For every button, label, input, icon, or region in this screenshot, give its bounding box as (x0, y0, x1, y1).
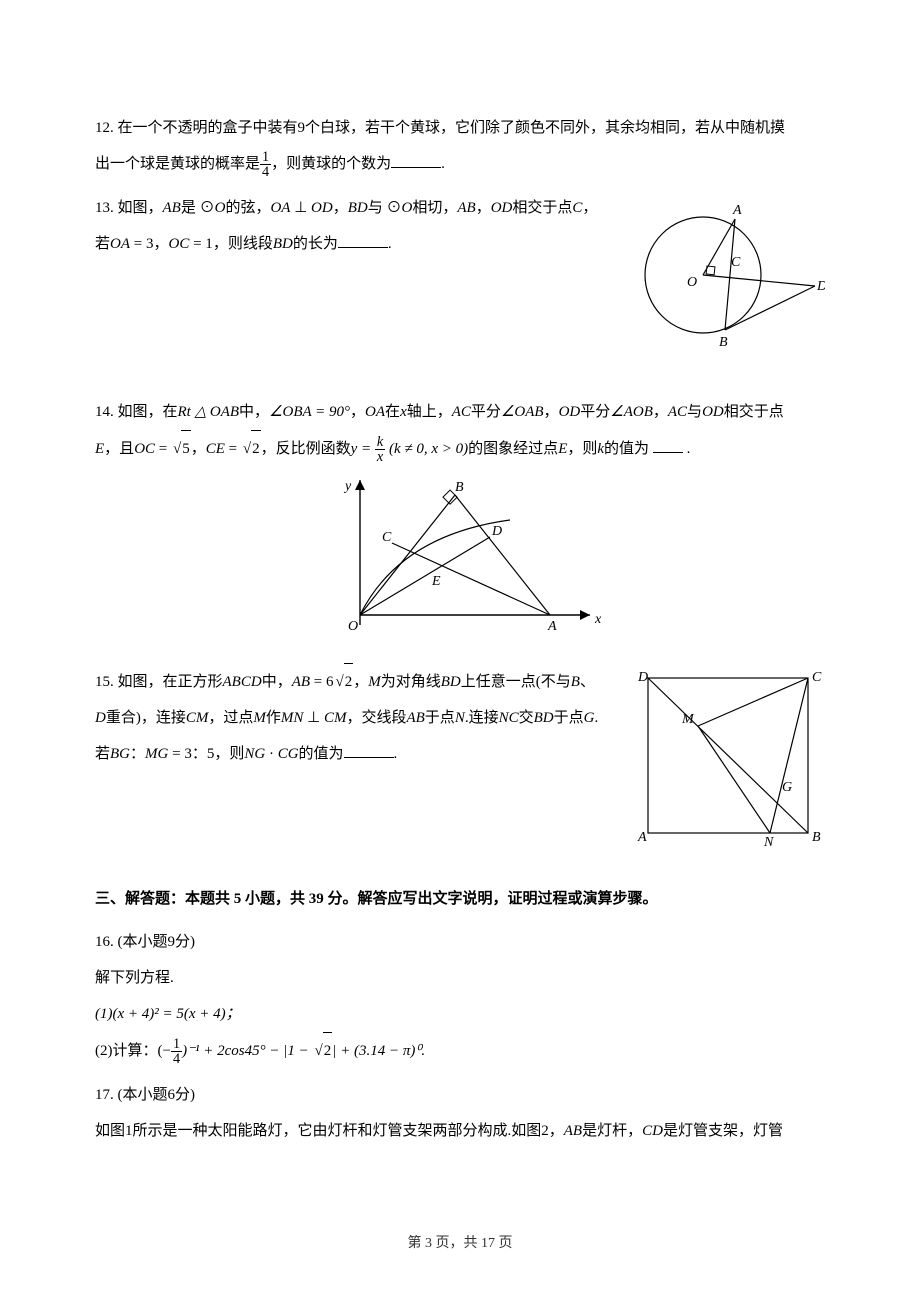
q13-blank (338, 233, 388, 248)
svg-text:E: E (431, 574, 441, 589)
q15-blank (344, 743, 394, 758)
svg-text:N: N (763, 835, 774, 848)
question-15: 15. 如图，在正方形ABCD中，AB = 62，M为对角线BD上任意一点(不与… (95, 663, 825, 862)
label-C: C (731, 255, 741, 270)
q14-blank (653, 438, 683, 453)
question-13: 13. 如图，AB是 ⊙O的弦，OA ⊥ OD，BD与 ⊙O相切，AB，OD相交… (95, 190, 825, 374)
q15-num: 15. (95, 674, 114, 690)
q13-num: 13. (95, 200, 114, 216)
label-O: O (687, 275, 697, 290)
q12-num: 12. (95, 120, 114, 136)
sqrt2: 2 (241, 430, 261, 467)
q14-num: 14. (95, 404, 114, 420)
svg-text:G: G (782, 780, 792, 795)
svg-text:A: A (637, 830, 647, 845)
svg-text:D: D (491, 524, 502, 539)
q15-text: 15. 如图，在正方形ABCD中，AB = 62，M为对角线BD上任意一点(不与… (95, 663, 620, 772)
svg-text:B: B (455, 480, 464, 495)
svg-text:x: x (594, 612, 602, 627)
svg-text:B: B (812, 830, 821, 845)
question-16: 16. (本小题9分) 解下列方程. (1)(x + 4)² = 5(x + 4… (95, 924, 825, 1069)
svg-text:M: M (681, 712, 695, 727)
svg-text:C: C (812, 670, 822, 685)
svg-text:C: C (382, 530, 392, 545)
q16-num: 16. (95, 934, 114, 950)
q12-l2b: ，则黄球的个数为 (271, 156, 391, 172)
q12-frac: 14 (260, 150, 271, 180)
label-D: D (816, 279, 825, 294)
svg-text:O: O (348, 619, 358, 634)
sqrt5: 5 (171, 430, 191, 467)
q15-figure: D C A B M G N (630, 663, 825, 862)
page-footer: 第 3 页，共 17 页 (0, 1232, 920, 1252)
q14-frac: kx (375, 435, 385, 465)
page-content: 12. 在一个不透明的盒子中装有9个白球，若干个黄球，它们除了颜色不同外，其余均… (95, 110, 825, 1149)
question-17: 17. (本小题6分) 如图1所示是一种太阳能路灯，它由灯杆和灯管支架两部分构成… (95, 1077, 825, 1149)
question-14: 14. 如图，在Rt △ OAB中，∠OBA = 90°，OA在x轴上，AC平分… (95, 394, 825, 467)
svg-text:y: y (343, 479, 352, 494)
svg-text:D: D (637, 670, 648, 685)
q14-figure: y B C D E O A x (95, 475, 825, 645)
q12-l1: 在一个不透明的盒子中装有9个白球，若干个黄球，它们除了颜色不同外，其余均相同，若… (118, 120, 786, 136)
svg-text:A: A (547, 619, 557, 634)
label-B: B (719, 335, 728, 350)
q12-blank (391, 153, 441, 168)
q13-text: 13. 如图，AB是 ⊙O的弦，OA ⊥ OD，BD与 ⊙O相切，AB，OD相交… (95, 190, 615, 262)
label-A: A (732, 203, 742, 218)
q12-l2c: . (441, 156, 445, 172)
q17-num: 17. (95, 1087, 114, 1103)
section-3-header: 三、解答题：本题共 5 小题，共 39 分。解答应写出文字说明，证明过程或演算步… (95, 884, 825, 914)
q12-l2a: 出一个球是黄球的概率是 (95, 156, 260, 172)
question-12: 12. 在一个不透明的盒子中装有9个白球，若干个黄球，它们除了颜色不同外，其余均… (95, 110, 825, 182)
q13-figure: A O C D B (625, 190, 825, 374)
